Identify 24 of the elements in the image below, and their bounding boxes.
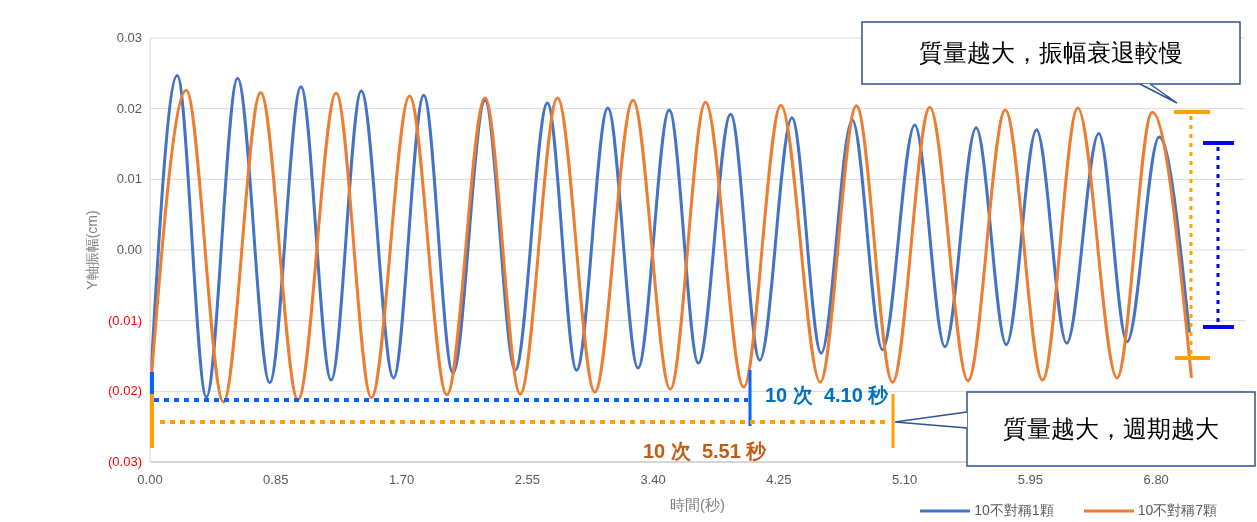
y-tick-label: 0.02: [116, 100, 142, 116]
legend-label: 10不對稱1顆: [974, 502, 1054, 520]
x-tick-label: 6.80: [1143, 472, 1169, 487]
y-tick-label: (0.01): [108, 312, 142, 328]
annotation: 10 次 4.10 秒: [765, 383, 889, 408]
x-tick-label: 0.00: [137, 472, 163, 487]
x-tick-label: 0.85: [263, 472, 289, 487]
annotation: 質量越大，週期越大: [1003, 414, 1219, 444]
legend-label: 10不對稱7顆: [1137, 502, 1217, 520]
x-tick-label: 5.95: [1017, 472, 1044, 487]
x-tick-label: 4.25: [766, 472, 792, 487]
y-tick-label: 0.03: [116, 30, 142, 45]
y-axis-title: Y軸振幅(cm): [83, 210, 100, 290]
x-axis-title: 時間(秒): [670, 496, 725, 513]
y-tick-label: (0.02): [108, 383, 142, 399]
y-tick-label: 0.01: [116, 171, 142, 187]
x-tick-label: 5.10: [892, 472, 918, 487]
annotation: 質量越大，振幅衰退較慢: [919, 38, 1183, 68]
x-tick-label: 2.55: [514, 472, 540, 487]
x-tick-label: 1.70: [388, 472, 415, 487]
y-tick-label: (0.03): [108, 454, 142, 469]
x-tick-label: 3.40: [640, 472, 666, 487]
annotation: 10 次 5.51 秒: [643, 439, 767, 464]
y-tick-label: 0.00: [116, 242, 142, 257]
